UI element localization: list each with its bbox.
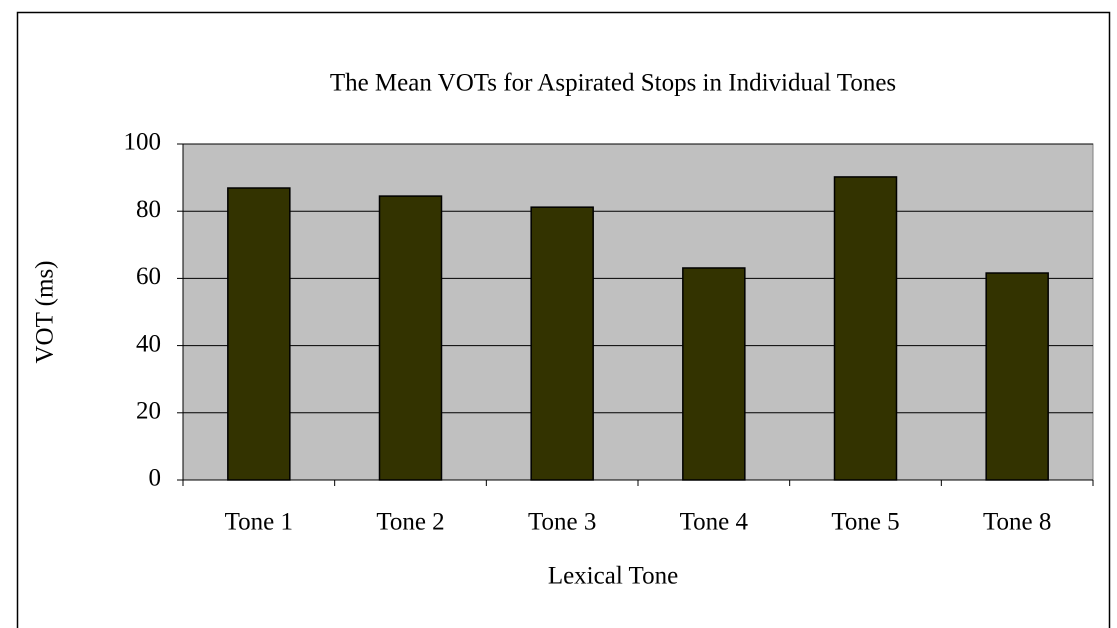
- y-tick-label: 60: [136, 263, 161, 290]
- y-tick-label: 80: [136, 196, 161, 223]
- bar: [530, 206, 594, 481]
- plot-area: [182, 143, 1094, 481]
- bar: [985, 272, 1049, 481]
- x-tick-label: Tone 5: [831, 509, 899, 536]
- chart-title: The Mean VOTs for Aspirated Stops in Ind…: [330, 70, 896, 97]
- y-axis-label: VOT (ms): [32, 260, 59, 363]
- x-tick-label: Tone 1: [225, 509, 293, 536]
- bar: [227, 187, 291, 481]
- x-tick-label: Tone 4: [680, 509, 749, 536]
- x-tick-label: Tone 2: [376, 509, 444, 536]
- x-tick-label: Tone 8: [983, 509, 1051, 536]
- y-tick-label: 0: [149, 465, 162, 492]
- bar: [378, 195, 443, 481]
- y-tick-label: 20: [136, 398, 161, 425]
- bar: [682, 267, 746, 481]
- bar: [833, 176, 898, 481]
- x-tick-label: Tone 3: [528, 509, 596, 536]
- x-axis-label: Lexical Tone: [548, 563, 678, 590]
- y-tick-label: 40: [136, 330, 161, 357]
- y-tick-label: 100: [124, 129, 162, 156]
